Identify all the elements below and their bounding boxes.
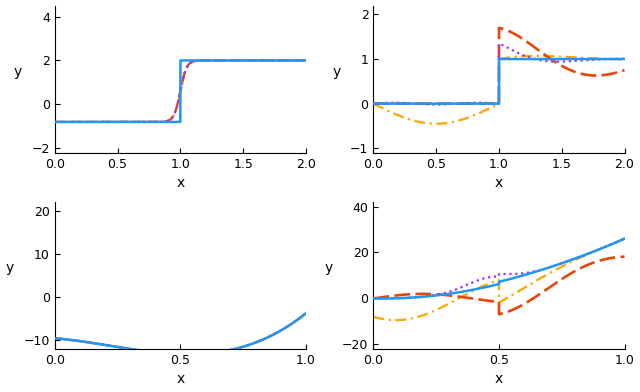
Y-axis label: y: y bbox=[13, 65, 22, 79]
Y-axis label: y: y bbox=[324, 261, 332, 276]
Y-axis label: y: y bbox=[6, 261, 14, 276]
X-axis label: x: x bbox=[495, 372, 503, 387]
Y-axis label: y: y bbox=[332, 65, 340, 79]
X-axis label: x: x bbox=[495, 176, 503, 190]
X-axis label: x: x bbox=[176, 372, 184, 387]
X-axis label: x: x bbox=[176, 176, 184, 190]
